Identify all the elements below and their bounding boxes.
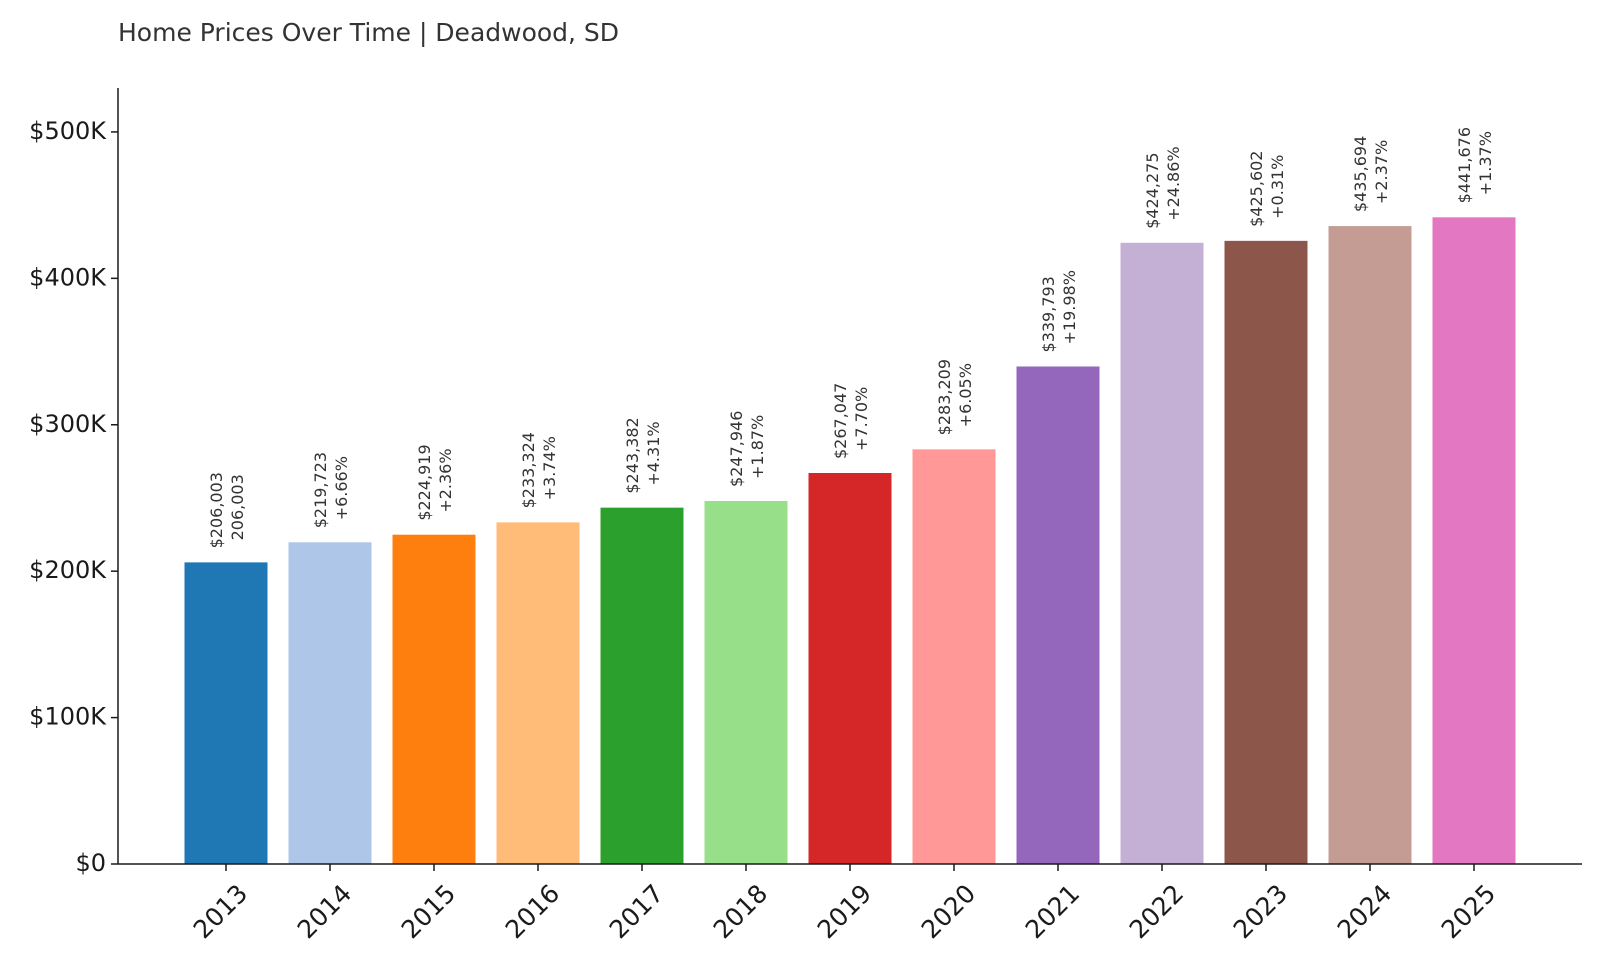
x-tick-label: 2023 — [1228, 879, 1293, 944]
bar-value-label: $206,003 — [207, 472, 226, 548]
bar-value-label: $425,602 — [1247, 151, 1266, 227]
bar-2021 — [1016, 366, 1100, 864]
y-tick-label: $400K — [29, 263, 107, 291]
bar-2016 — [496, 522, 580, 864]
bar-change-label: +6.66% — [332, 456, 351, 520]
bar-2017 — [600, 507, 684, 864]
bars-layer — [184, 217, 1516, 864]
bar-labels-layer: $206,003 206,003 $219,723 +6.66% $224,919 +2.… — [207, 127, 1495, 548]
bar-value-label: $339,793 — [1039, 276, 1058, 352]
y-tick-label: $0 — [75, 849, 106, 877]
bar-value-label: $267,047 — [831, 383, 850, 459]
y-tick-label: $200K — [29, 556, 107, 584]
y-tick-label: $500K — [29, 117, 107, 145]
bar-2015 — [392, 534, 476, 864]
bar-value-label: $435,694 — [1351, 136, 1370, 212]
x-tick-label: 2021 — [1020, 879, 1085, 944]
x-tick-label: 2024 — [1332, 879, 1397, 944]
x-tick-label: 2015 — [396, 879, 461, 944]
bar-value-label: $233,324 — [519, 432, 538, 508]
x-tick-label: 2017 — [604, 879, 669, 944]
bar-value-label: $424,275 — [1143, 152, 1162, 228]
bar-value-label: $441,676 — [1455, 127, 1474, 203]
bar-2023 — [1224, 240, 1308, 864]
bar-change-label: +7.70% — [852, 387, 871, 451]
bar-change-label: +24.86% — [1164, 146, 1183, 220]
bar-value-label: $283,209 — [935, 359, 954, 435]
bar-2024 — [1328, 226, 1412, 864]
x-tick-label: 2025 — [1436, 879, 1501, 944]
x-tick-label: 2022 — [1124, 879, 1189, 944]
x-tick-label: 2013 — [188, 879, 253, 944]
y-tick-label: $300K — [29, 410, 107, 438]
bar-value-label: $219,723 — [311, 452, 330, 528]
bar-2013 — [184, 562, 268, 864]
bar-change-label: +3.74% — [540, 436, 559, 500]
x-tick-label: 2016 — [500, 879, 565, 944]
bar-change-label: +4.31% — [644, 421, 663, 485]
x-tick-label: 2019 — [812, 879, 877, 944]
bar-change-label: +1.87% — [748, 415, 767, 479]
bar-value-label: $247,946 — [727, 411, 746, 487]
bar-change-label: +1.37% — [1476, 131, 1495, 195]
bar-change-label: +19.98% — [1060, 270, 1079, 344]
bar-change-label: +2.36% — [436, 448, 455, 512]
bar-value-label: $243,382 — [623, 417, 642, 493]
bar-2019 — [808, 473, 892, 864]
bar-value-label: $224,919 — [415, 444, 434, 520]
x-tick-label: 2018 — [708, 879, 773, 944]
x-tick-label: 2014 — [292, 879, 357, 944]
bar-change-label: +0.31% — [1268, 155, 1287, 219]
bar-2025 — [1432, 217, 1516, 864]
y-tick-label: $100K — [29, 703, 107, 731]
bar-2014 — [288, 542, 372, 864]
bar-2020 — [912, 449, 996, 864]
x-tick-label: 2020 — [916, 879, 981, 944]
chart-title: Home Prices Over Time | Deadwood, SD — [118, 18, 620, 47]
bar-change-label: 206,003 — [228, 474, 247, 540]
bar-2022 — [1120, 242, 1204, 864]
bar-2018 — [704, 500, 788, 864]
bar-change-label: +2.37% — [1372, 140, 1391, 204]
bar-change-label: +6.05% — [956, 363, 975, 427]
